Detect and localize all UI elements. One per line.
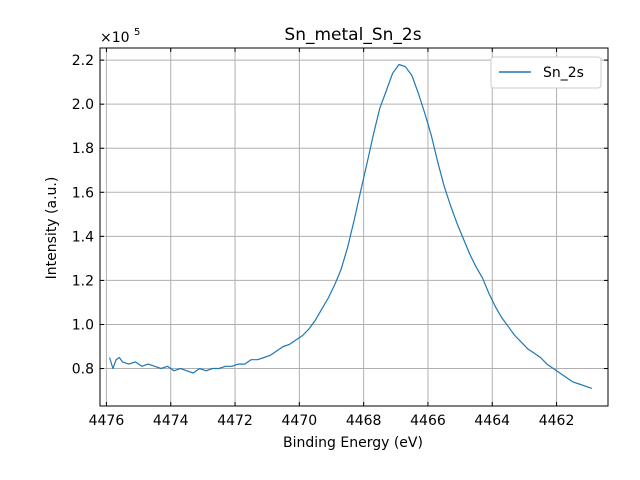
y-multiplier-base: ×10 xyxy=(100,30,130,46)
y-multiplier: ×10 5 xyxy=(100,27,140,46)
x-tick-label: 4462 xyxy=(539,413,575,429)
axes-layer xyxy=(99,47,609,407)
series-line-Sn_2s xyxy=(109,63,593,389)
series-layer xyxy=(109,63,593,389)
x-tick-label: 4474 xyxy=(153,413,189,429)
y-tick-label: 2.0 xyxy=(72,97,94,113)
x-tick-label: 4466 xyxy=(410,413,446,429)
y-axis-label: Intensity (a.u.) xyxy=(44,177,60,280)
x-tick-label: 4464 xyxy=(474,413,510,429)
tick-layer: 4476 4474 4472 4470 4468 4466 4464 4462 0.8 1.0 1.… xyxy=(72,48,608,429)
x-tick-label: 4468 xyxy=(346,413,382,429)
y-tick-label: 1.0 xyxy=(72,317,94,333)
grid-layer xyxy=(100,48,608,406)
y-tick-label: 1.8 xyxy=(72,141,94,157)
x-tick-label: 4470 xyxy=(282,413,318,429)
plot-frame xyxy=(99,47,609,407)
y-tick-label: 0.8 xyxy=(72,362,94,378)
x-axis-label: Binding Energy (eV) xyxy=(283,435,423,451)
legend: Sn_2s xyxy=(490,56,602,89)
chart-title: Sn_metal_Sn_2s xyxy=(284,25,421,45)
y-tick-label: 1.2 xyxy=(72,273,94,289)
x-tick-label: 4476 xyxy=(89,413,125,429)
y-tick-label: 2.2 xyxy=(72,53,94,69)
legend-label: Sn_2s xyxy=(543,65,584,81)
y-tick-label: 1.4 xyxy=(72,229,94,245)
x-tick-label: 4472 xyxy=(217,413,253,429)
y-tick-label: 1.6 xyxy=(72,185,94,201)
y-multiplier-exponent: 5 xyxy=(134,27,140,38)
legend-box xyxy=(490,56,602,89)
